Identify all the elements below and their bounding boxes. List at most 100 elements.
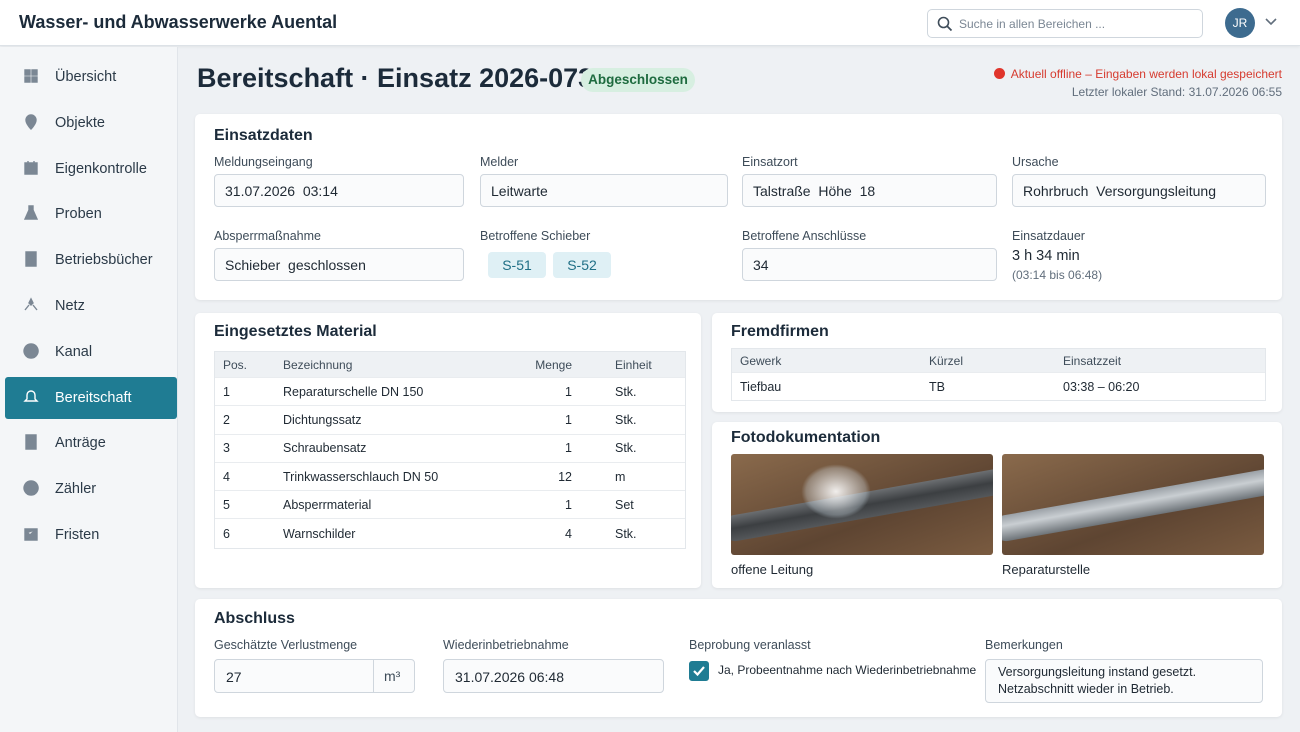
nav-icon — [24, 528, 38, 541]
field-label: Geschätzte Verlustmenge — [214, 638, 358, 652]
checkbox-label: Ja, Probeentnahme nach Wiederinbetriebna… — [718, 663, 977, 677]
nav-item[interactable]: Eigenkontrolle — [5, 148, 177, 190]
status-badge: Abgeschlossen — [581, 68, 695, 92]
table-cell: 5 — [223, 497, 230, 512]
input-wiederinbetriebnahme[interactable]: 31.07.2026 06:48 — [443, 659, 664, 693]
nav-icon — [24, 69, 38, 83]
table-row: 5 Absperrmaterial 1 Set — [215, 491, 685, 520]
search-placeholder: Suche in allen Bereichen ... — [959, 17, 1106, 31]
nav-item[interactable]: Übersicht — [5, 56, 177, 98]
nav-item[interactable]: Bereitschaft — [5, 376, 177, 419]
nav-item[interactable]: Betriebsbücher — [5, 239, 177, 281]
nav-icon-shape — [25, 251, 37, 267]
table-cell: Schraubensatz — [283, 441, 367, 456]
nav-icon-shape — [24, 297, 38, 311]
card-title: Fremdfirmen — [731, 323, 829, 340]
field-label: Betroffene Anschlüsse — [742, 229, 867, 243]
nav-label: Zähler — [55, 481, 97, 498]
nav-icon — [23, 389, 39, 402]
table-cell: Stk. — [615, 441, 637, 456]
nav-icon — [23, 343, 39, 359]
table-cell: 4 — [565, 526, 572, 541]
nav-item[interactable]: Kanal — [5, 331, 177, 373]
field-label: Betroffene Schieber — [480, 229, 591, 243]
data-table: Pos. Bezeichnung Menge Einheit 1 Reparatursch… — [214, 351, 686, 549]
nav-icon-shape — [23, 480, 39, 496]
input-field[interactable]: 34 — [742, 248, 997, 281]
textarea-bemerkungen[interactable]: Versorgungsleitung instand gesetzt. Netz… — [985, 659, 1263, 703]
nav-icon — [24, 297, 38, 311]
nav-icon-shape — [24, 528, 38, 541]
card-title: Fotodokumentation — [731, 429, 881, 446]
table-cell: Reparaturschelle DN 150 — [283, 384, 424, 399]
nav-icon-shape — [24, 160, 38, 175]
nav-item[interactable]: Zähler — [5, 468, 177, 510]
nav-icon-shape — [23, 389, 39, 402]
input-field[interactable]: Rohrbruch Versorgungsleitung — [1012, 174, 1266, 207]
foto-card: Fotodokumentation offene Leitung Reparatu… — [712, 422, 1282, 588]
table-header: Pos. Bezeichnung Menge Einheit — [215, 352, 685, 378]
input-field[interactable]: Schieber geschlossen — [214, 248, 464, 281]
table-row: 4 Trinkwasserschlauch DN 50 12 m — [215, 463, 685, 492]
user-avatar[interactable]: JR — [1225, 8, 1255, 38]
photo[interactable] — [1002, 454, 1264, 555]
nav-item[interactable]: Objekte — [5, 102, 177, 144]
nav-item[interactable]: Netz — [5, 285, 177, 327]
nav-label: Kanal — [55, 343, 93, 360]
table-cell: 6 — [223, 526, 230, 541]
column-header: Menge — [535, 357, 572, 372]
photo-caption: Reparaturstelle — [1002, 562, 1091, 577]
field-label: Melder — [480, 155, 519, 169]
data-table: Gewerk Kürzel Einsatzzeit Tiefbau TB 03:38 – … — [731, 348, 1266, 401]
field-note: (03:14 bis 06:48) — [1012, 268, 1103, 282]
nav-icon-shape — [24, 69, 38, 83]
fremdfirmen-card: Fremdfirmen Gewerk Kürzel Einsatzzeit Tiefb… — [712, 313, 1282, 412]
table-cell: Warnschilder — [283, 526, 356, 541]
offline-text: Aktuell offline – Eingaben werden lokal … — [1010, 67, 1282, 81]
top-bar: Wasser- und Abwasserwerke Auental Suche … — [0, 0, 1300, 46]
table-cell: 3 — [223, 441, 230, 456]
column-header: Bezeichnung — [283, 357, 353, 372]
photo[interactable] — [731, 454, 993, 555]
input-field[interactable]: Talstraße Höhe 18 — [742, 174, 997, 207]
field-label: Bemerkungen — [985, 638, 1063, 652]
table-row: 6 Warnschilder 4 Stk. — [215, 519, 685, 547]
einsatzdaten-card: Einsatzdaten Meldungseingang 31.07.2026 0… — [195, 114, 1282, 300]
table-row: Tiefbau TB 03:38 – 06:20 — [732, 373, 1265, 400]
checkbox[interactable] — [689, 661, 709, 681]
field-unit: m³ — [384, 668, 401, 684]
nav-item[interactable]: Anträge — [5, 422, 177, 464]
user-menu-caret[interactable] — [1265, 18, 1277, 26]
table-cell: 1 — [223, 384, 230, 399]
card-title: Eingesetztes Material — [214, 323, 377, 340]
column-header: Einsatzzeit — [1063, 353, 1122, 368]
nav-icon — [25, 434, 37, 451]
input-field[interactable]: 31.07.2026 03:14 — [214, 174, 464, 207]
input-verlustmenge[interactable]: 27 m³ — [214, 659, 415, 693]
card-title: Abschluss — [214, 610, 295, 627]
table-cell: 03:38 – 06:20 — [1063, 379, 1140, 394]
table-cell: m — [615, 469, 626, 484]
table-cell: TB — [929, 379, 945, 394]
nav-icon-shape — [25, 114, 37, 130]
input-field[interactable]: Leitwarte — [480, 174, 728, 207]
field-label: Einsatzort — [742, 155, 798, 169]
nav-icon — [23, 205, 39, 221]
photo-pipe — [1002, 467, 1264, 543]
chip[interactable]: S-52 — [553, 252, 611, 278]
table-header: Gewerk Kürzel Einsatzzeit — [732, 349, 1265, 373]
nav-item[interactable]: Fristen — [5, 514, 177, 556]
nav-icon-shape — [25, 434, 37, 451]
chip[interactable]: S-51 — [488, 252, 546, 278]
nav-label: Übersicht — [55, 69, 117, 85]
nav-label: Anträge — [55, 435, 106, 452]
nav-item[interactable]: Proben — [5, 193, 177, 235]
table-cell: 12 — [558, 469, 572, 484]
column-header: Gewerk — [740, 353, 782, 368]
field-label: Meldungseingang — [214, 155, 313, 169]
search-field[interactable]: Suche in allen Bereichen ... — [927, 9, 1203, 38]
nav-label: Bereitschaft — [55, 389, 132, 406]
abschluss-card: Abschluss Geschätzte Verlustmenge 27 m³ … — [195, 599, 1282, 717]
